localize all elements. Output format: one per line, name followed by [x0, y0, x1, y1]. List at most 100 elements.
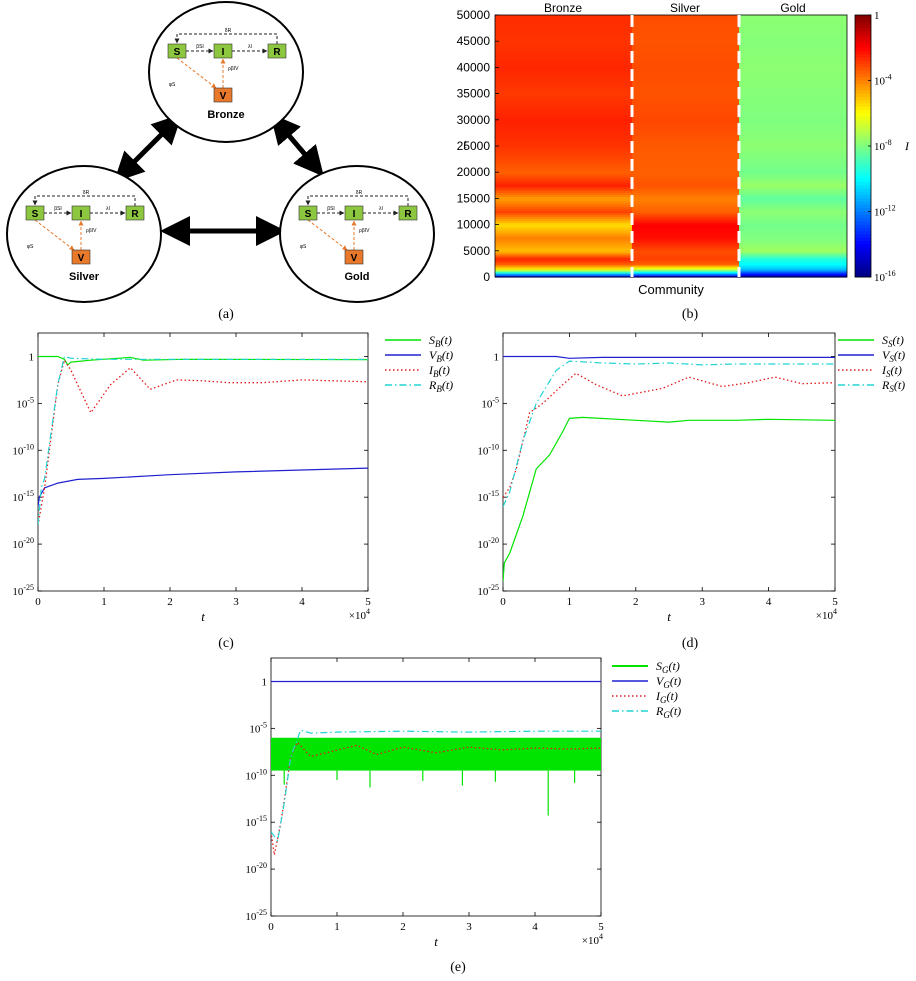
heatmap-cell: [632, 264, 739, 268]
heatmap-cell: [495, 55, 632, 58]
colorbar-swatch: [855, 191, 871, 196]
x-tick-label: 2: [633, 596, 639, 608]
node-r-box: [125, 205, 145, 221]
series-igt: [271, 741, 601, 856]
edge-label-r-to-s: δR: [83, 190, 90, 196]
heatmap-cell: [739, 198, 847, 202]
heatmap-cell: [739, 47, 847, 50]
edge-label-s-to-i: βSI: [54, 206, 62, 212]
heatmap-cell: [632, 250, 739, 254]
heatmap-cell: [495, 206, 632, 210]
heatmap-cell: [739, 87, 847, 91]
heatmap-cell: [632, 152, 739, 155]
node-s-box: [25, 205, 45, 221]
heatmap-cell: [495, 230, 632, 234]
heatmap-cell: [495, 121, 632, 125]
heatmap-cell: [495, 196, 632, 199]
heatmap-cell: [495, 35, 632, 38]
y-tick-label: 10-20: [477, 536, 499, 551]
x-tick-label: 1: [567, 596, 573, 608]
heatmap-cell: [739, 143, 847, 147]
colorbar-swatch: [855, 44, 871, 49]
heatmap-cell: [495, 162, 632, 165]
colorbar-swatch: [855, 123, 871, 127]
heatmap-cell: [739, 202, 847, 206]
heatmap-cell: [632, 190, 739, 193]
x-multiplier: ×104: [816, 607, 837, 622]
heatmap-cell: [632, 210, 739, 214]
plot-area: [271, 680, 601, 856]
heatmap-cell: [739, 260, 847, 264]
heatmap-cell: [495, 268, 632, 272]
x-tick-label: 0: [35, 596, 41, 608]
colorbar-swatch: [855, 224, 871, 229]
heatmap-cell: [495, 99, 632, 103]
colorbar-swatch: [855, 47, 871, 52]
heatmap-cell: [632, 146, 739, 149]
heatmap-cell: [632, 148, 739, 151]
legend-label: IG(t): [655, 689, 678, 705]
heatmap-cell: [739, 252, 847, 256]
heatmap-cell: [632, 202, 739, 206]
heatmap-cell: [632, 166, 739, 169]
heatmap-cell: [632, 206, 739, 210]
heatmap-cell: [739, 83, 847, 87]
node-v-box: [71, 249, 91, 265]
colorbar: 1 10-4 10-8 10-12 10-16: [854, 10, 896, 284]
heatmap-cell: [632, 238, 739, 242]
heatmap-cell: [739, 97, 847, 101]
heatmap-cell: [495, 53, 632, 56]
heatmap-cell: [632, 43, 739, 46]
heatmap-cell: [739, 105, 847, 109]
x-tick-label: 4: [299, 596, 305, 608]
heatmap-cell: [632, 266, 739, 270]
heatmap-cell: [495, 107, 632, 111]
heatmap-cell: [495, 59, 632, 62]
heatmap-cell: [495, 224, 632, 228]
heatmap-cell: [495, 258, 632, 262]
heatmap-cell: [632, 127, 739, 131]
heatmap-cell: [739, 129, 847, 133]
heatmap-cell: [739, 17, 847, 20]
heatmap-cell: [739, 232, 847, 236]
heatmap-cell: [739, 208, 847, 212]
heatmap-cell: [495, 139, 632, 143]
heatmap-cell: [739, 228, 847, 232]
heatmap-cell: [739, 246, 847, 250]
colorbar-swatch: [855, 204, 871, 209]
colorbar-swatch: [855, 198, 871, 203]
heatmap-cell: [495, 222, 632, 226]
heatmap-cell: [495, 115, 632, 119]
heatmap-cell: [739, 206, 847, 210]
colorbar-swatch: [855, 119, 871, 124]
heatmap-cell: [739, 254, 847, 258]
y-tick-label: 1: [262, 676, 268, 688]
heatmap-cell: [632, 17, 739, 20]
x-tick-label: 2: [167, 596, 173, 608]
heatmap-cell: [739, 111, 847, 115]
plot-frame: [502, 332, 836, 592]
y-tick-label: 1: [494, 351, 500, 363]
colorbar-swatch: [855, 182, 871, 186]
node-i-label: I: [353, 209, 356, 220]
x-multiplier: ×104: [582, 932, 603, 947]
y-tick-label: 10-15: [245, 814, 267, 829]
heatmap-cell: [632, 111, 739, 115]
heatmap-cell: [495, 31, 632, 34]
heatmap-cell: [739, 85, 847, 89]
heatmap-cell: [632, 71, 739, 75]
heatmap-cell: [495, 91, 632, 95]
colorbar-swatch: [855, 244, 871, 249]
heatmap-cell: [739, 258, 847, 262]
edge-r-to-s: [305, 195, 409, 206]
heatmap-cell: [632, 232, 739, 236]
heatmap-cell: [495, 150, 632, 153]
series-sst: [503, 416, 835, 582]
heatmap-cell: [632, 105, 739, 109]
heatmap-cell: [632, 61, 739, 64]
edge-label-s-to-v: φS: [27, 244, 34, 250]
node-s-box: [167, 43, 187, 59]
community-name-silver: Silver: [69, 271, 100, 283]
heatmap-cell: [632, 184, 739, 187]
heatmap-cell: [739, 164, 847, 167]
